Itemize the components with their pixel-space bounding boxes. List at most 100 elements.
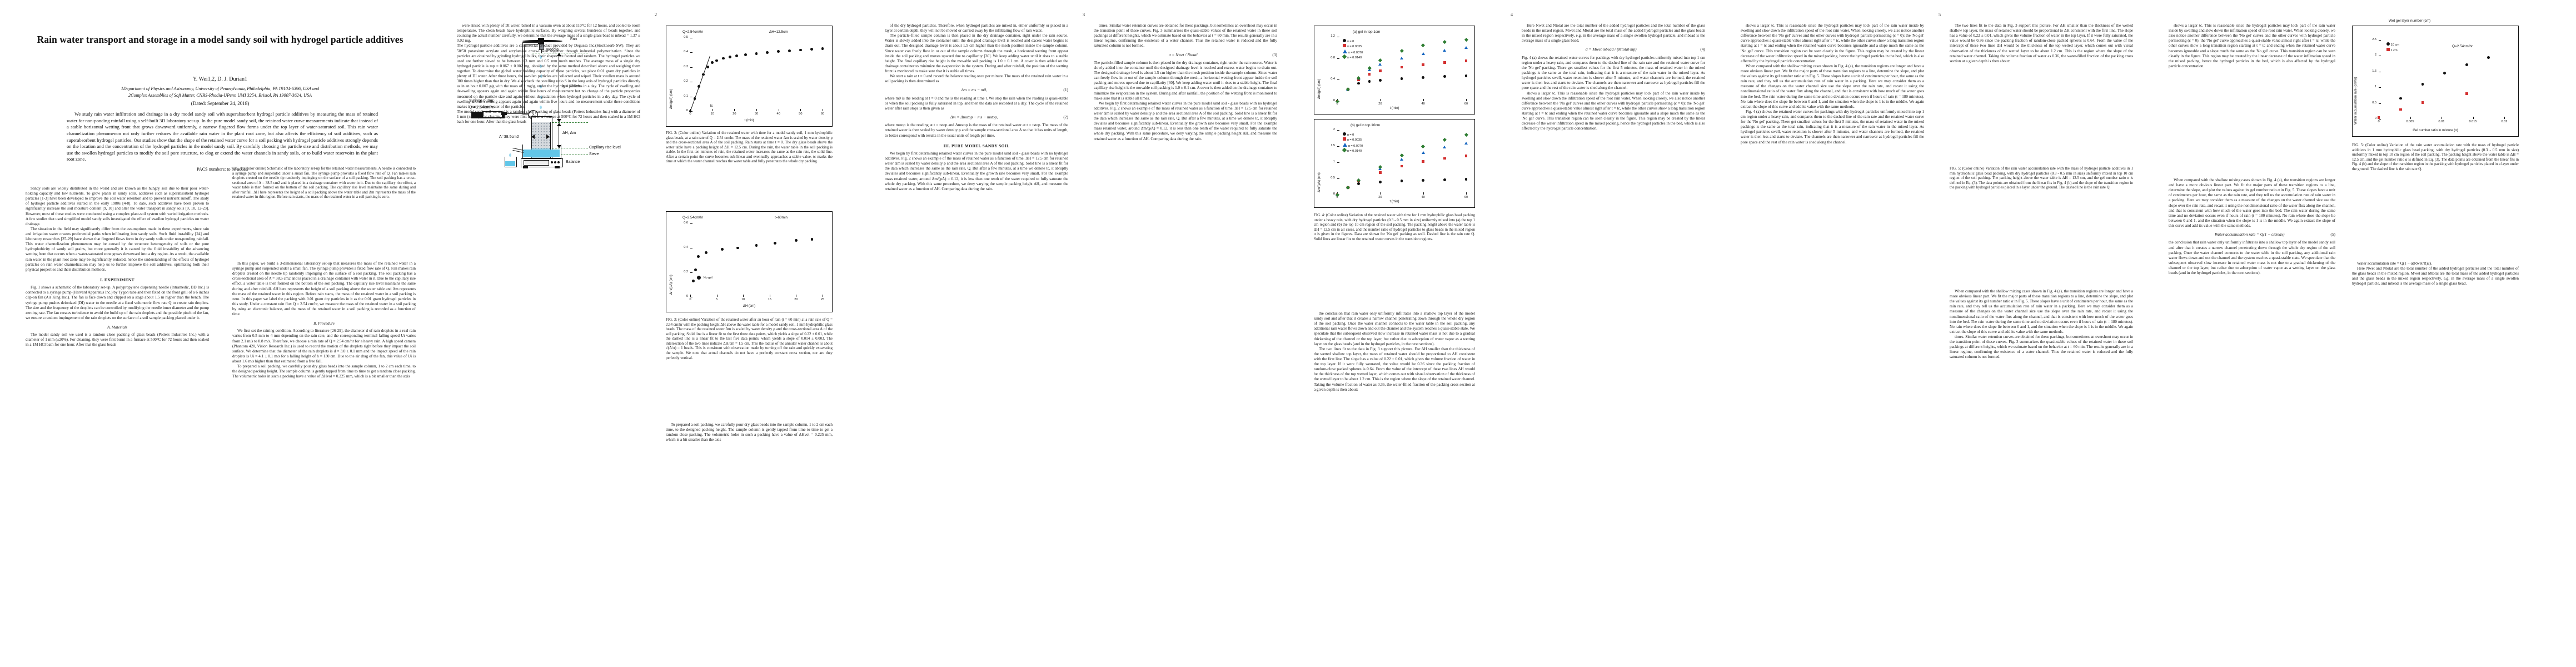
intro-para-1: Sandy soils are widely distributed in th… [26,186,209,226]
col8-para-2: When compared with the shallow mixing ca… [2169,178,2335,228]
experiment-para-1: Fig. 1 shows a schematic of the laborato… [26,285,209,320]
section-heading-experiment: I. EXPERIMENT [100,277,134,282]
author-list: Y. Wei1,2, D. J. Durian1 [193,76,247,82]
col7b-para-3: times. Similar water retention curves ar… [1950,334,2133,360]
x-tick-label: 20 [1378,102,1382,106]
data-point [1443,75,1446,78]
page-5-column-right-bottom: When compared with the shallow mixing ca… [1950,289,2133,656]
plot-title: (b) gel in top 10cm [1351,123,1380,127]
sec3-para-1: We begin by first determining retained w… [885,151,1068,191]
y-tick-label: 0.5 [1331,176,1335,180]
tube-to-valve [522,114,529,115]
x-tick [1380,99,1381,101]
col3-para-3: The model sandy soil we used is a random… [457,109,640,125]
rain-drop [540,96,542,99]
x-tick-label: 30 [754,112,759,116]
legend-marker [1343,49,1347,53]
data-point [1421,52,1425,55]
col9-para-1: Water accumulation rate = Q(1 − α(Rwet/R… [2357,261,2432,266]
x-tick [1466,192,1467,195]
x-tick [1423,192,1424,195]
data-point [2465,63,2468,66]
y-tick [1337,130,1339,131]
y-tick [1337,178,1339,179]
outlet-drop [509,153,511,157]
subsection-heading-materials: A. Materials [107,325,127,330]
x-tick [690,295,691,297]
legend-marker [1343,39,1346,42]
data-point [2443,72,2447,75]
y-tick-label: 0.8 [1331,56,1335,59]
tube-vertical [522,42,524,115]
col7b-para-1: The two lines fit to the data in Fig. 3 … [1950,23,2133,63]
data-point [1443,61,1446,64]
x-tick-label: 0.005 [2406,120,2414,123]
data-point [1399,153,1404,157]
x-axis-label: t (min) [1389,107,1399,110]
plot-title: (a) gel in top 1cm [1353,30,1381,34]
plot-title: Q=2.54cm/hr [682,30,704,34]
equation-3: α = Nwet / Ntotal (3) [1094,52,1277,57]
equation-1-number: (1) [1063,87,1068,93]
page-5: 5 shows a larger tc. This is reasonable … [1728,0,2156,667]
data-point [2377,116,2380,119]
rain-drop [540,64,542,68]
y-tick-label: 0.1 [684,94,688,98]
legend-entry: α = 0.0035 [1343,44,1363,49]
area-label: A=38.5cm2 [499,135,519,139]
y-tick-label: 1.2 [1331,34,1335,38]
affiliation-2: 2Complex Assemblies of Soft Matter, CNRS… [128,93,312,98]
data-point [1400,77,1403,80]
equation-4-number: (4) [1700,47,1705,52]
data-point [821,47,824,51]
legend-label: 10 cm [2390,43,2399,47]
col7-para-3: Fig. 4 (a) shows the retained water curv… [1741,109,1924,145]
figure-5-caption: FIG. 5: (Color online) Variation of the … [2352,143,2519,171]
plot-legend: No gel [697,276,712,280]
needle-holder-icon [539,44,544,50]
figure-5-caption-left: FIG. 5: (Color online) Variation of the … [1950,167,2133,190]
data-point [1357,82,1361,85]
data-point [1400,165,1403,168]
legend-entry: α = 0.0070 [1343,49,1363,55]
balance-foot [523,166,528,168]
y-tick-label: 0.4 [684,50,688,54]
date-line: (Dated: September 24, 2018) [191,101,250,106]
y-axis-label: Δm/(ρA) (cm) [1318,172,1321,192]
data-point [1357,182,1361,186]
figure-5-plot: Wet gel layer number (cm) Q=2.54cm/hr Wa… [2352,19,2519,137]
page-3: 3 of the dry hydrogel particles. Therefo… [873,0,1301,667]
legend-entry: α = 0.0140 [1342,147,1363,153]
balance-button [554,161,556,163]
plot-title: Q=2.54cm/hr [682,216,704,220]
legend-entry: α = 0.0140 [1342,54,1363,60]
x-tick-label: 20 [1378,196,1382,199]
balance-button [551,161,553,163]
col3-para-1: were rinsed with plenty of DI water, bak… [457,23,640,43]
page-number: 2 [655,12,657,17]
x-tick-label: 20 [794,298,798,301]
y-tick-label: 0 [686,295,688,298]
plot-annotation: ΔH=12.5cm [769,30,788,34]
plot-annotation: Q=2.54cm/hr [2452,44,2473,48]
plot-frame [666,26,833,127]
drainage-container [522,145,561,158]
section-heading-pure-model: III. PURE MODEL SANDY SOIL [943,143,1010,148]
x-axis-label: t (min) [1389,200,1399,203]
data-point [705,251,707,255]
data-point [696,255,700,258]
legend-marker [1343,132,1346,136]
equation-5-body: Water accumulation rate = Q(1 − c/cmax) [2214,232,2285,237]
data-point [2487,56,2490,59]
x-tick [756,109,757,111]
y-axis-label: Δm/(ρA) (cm) [670,275,673,295]
legend-marker [2386,47,2390,51]
plot-legend: α = 0 α = 0.0035 α = 0.0070 α = 0.0140 [1342,132,1363,154]
plot-annotation: t=60min [775,216,788,220]
legend-label: α = 0.0035 [1347,45,1362,49]
procedure-para-1: We first set the raining condition. Acco… [232,328,416,364]
legend-marker [697,276,701,280]
equation-4: α = Mwet·mbead / (Mtotal·mp) (4) [1522,47,1705,52]
dh-arrow-head-down [556,145,561,148]
